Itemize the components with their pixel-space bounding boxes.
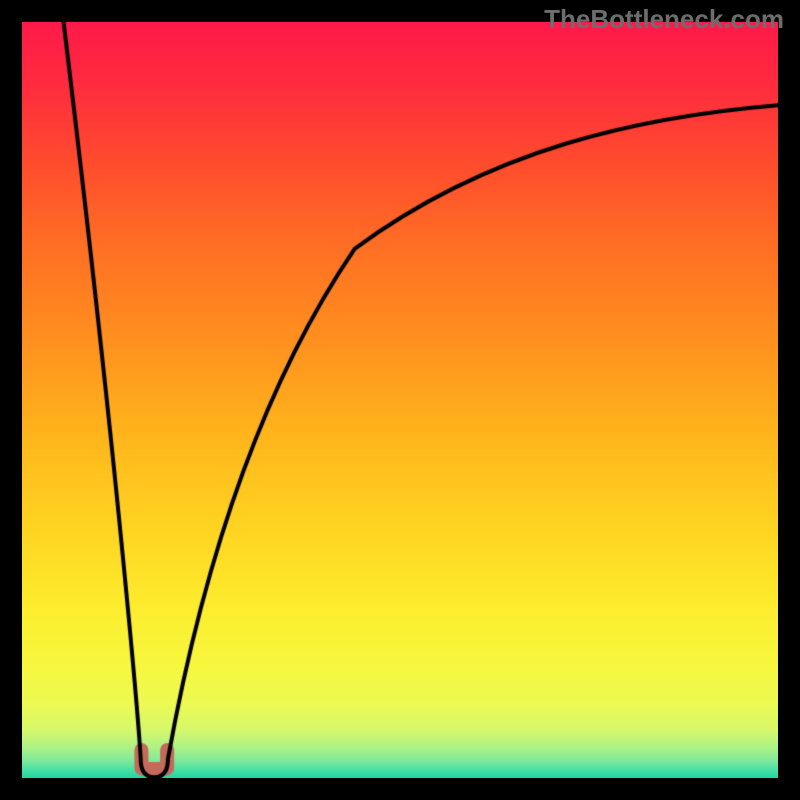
bottleneck-chart: TheBottleneck.com (0, 0, 800, 800)
plot-area (22, 22, 778, 778)
watermark-text: TheBottleneck.com (544, 4, 784, 35)
plot-canvas (22, 22, 778, 778)
